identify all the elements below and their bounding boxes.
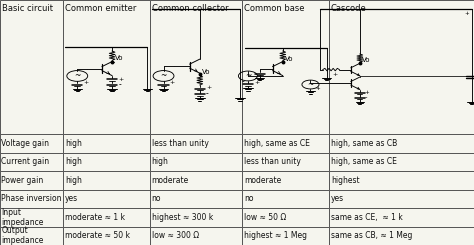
Text: ~: ~ — [245, 72, 251, 80]
Bar — [63, 153, 150, 171]
Bar — [329, 171, 474, 190]
Text: no: no — [244, 194, 254, 203]
Text: highest ≈ 1 Meg: highest ≈ 1 Meg — [244, 231, 307, 240]
Text: +: + — [170, 80, 175, 85]
Bar — [329, 134, 474, 153]
Text: Common base: Common base — [244, 4, 305, 13]
Text: highest ≈ 300 k: highest ≈ 300 k — [152, 213, 213, 222]
Text: +: + — [118, 77, 124, 82]
Text: Basic circuit: Basic circuit — [2, 4, 53, 13]
Text: Output
impedance: Output impedance — [1, 226, 44, 245]
Bar — [329, 227, 474, 245]
Text: high: high — [65, 158, 82, 166]
Text: Phase inversion: Phase inversion — [1, 194, 62, 203]
Bar — [63, 190, 150, 208]
Text: high, same as CE: high, same as CE — [244, 139, 310, 148]
Text: low ≈ 300 Ω: low ≈ 300 Ω — [152, 231, 199, 240]
Bar — [242, 208, 329, 227]
Text: +: + — [83, 80, 89, 85]
Text: high: high — [65, 139, 82, 148]
Bar — [0, 227, 63, 245]
Bar — [0, 153, 63, 171]
Text: high: high — [65, 176, 82, 185]
Bar — [0, 0, 63, 134]
Bar — [0, 190, 63, 208]
Bar — [150, 171, 242, 190]
Text: +: + — [206, 85, 211, 90]
Text: moderate: moderate — [152, 176, 189, 185]
Text: Vo: Vo — [202, 70, 211, 75]
Text: +: + — [315, 86, 320, 91]
Text: less than unity: less than unity — [152, 139, 209, 148]
Text: ~: ~ — [307, 80, 314, 89]
Text: same as CB, ≈ 1 Meg: same as CB, ≈ 1 Meg — [331, 231, 412, 240]
Bar — [63, 171, 150, 190]
Text: moderate: moderate — [244, 176, 282, 185]
Text: less than unity: less than unity — [244, 158, 301, 166]
Bar — [0, 208, 63, 227]
Text: high: high — [152, 158, 169, 166]
Text: -: - — [206, 89, 209, 98]
Bar — [63, 208, 150, 227]
Text: Voltage gain: Voltage gain — [1, 139, 49, 148]
Text: highest: highest — [331, 176, 359, 185]
Bar — [242, 134, 329, 153]
Text: no: no — [152, 194, 161, 203]
Text: high, same as CB: high, same as CB — [331, 139, 397, 148]
Text: same as CE,  ≈ 1 k: same as CE, ≈ 1 k — [331, 213, 402, 222]
Text: Cascode: Cascode — [331, 4, 366, 13]
Text: Input
impedance: Input impedance — [1, 208, 44, 227]
Bar — [150, 134, 242, 153]
Bar — [329, 153, 474, 171]
Bar — [0, 134, 63, 153]
Text: Common collector: Common collector — [152, 4, 228, 13]
Text: +: + — [333, 72, 338, 77]
Text: Vo: Vo — [285, 56, 294, 61]
Text: high, same as CE: high, same as CE — [331, 158, 397, 166]
Text: moderate ≈ 50 k: moderate ≈ 50 k — [65, 231, 130, 240]
Bar — [0, 171, 63, 190]
Text: low ≈ 50 Ω: low ≈ 50 Ω — [244, 213, 286, 222]
Bar — [150, 190, 242, 208]
Text: yes: yes — [331, 194, 344, 203]
Bar — [242, 190, 329, 208]
Bar — [329, 208, 474, 227]
Text: Vo: Vo — [362, 57, 371, 63]
Bar — [150, 0, 242, 134]
Bar — [150, 208, 242, 227]
Text: -: - — [242, 78, 245, 86]
Text: Power gain: Power gain — [1, 176, 44, 185]
Bar — [63, 227, 150, 245]
Bar — [63, 134, 150, 153]
Bar — [242, 0, 329, 134]
Text: +: + — [254, 80, 259, 85]
Bar — [329, 190, 474, 208]
Bar — [242, 153, 329, 171]
Text: yes: yes — [65, 194, 78, 203]
Bar — [150, 153, 242, 171]
Bar — [242, 171, 329, 190]
Text: +: + — [465, 11, 469, 16]
Text: ~: ~ — [74, 72, 81, 80]
Text: -: - — [118, 80, 121, 89]
Text: Vo: Vo — [115, 55, 123, 61]
Text: +: + — [365, 89, 369, 95]
Bar — [63, 0, 150, 134]
Bar — [242, 227, 329, 245]
Text: moderate ≈ 1 k: moderate ≈ 1 k — [65, 213, 125, 222]
Bar — [150, 227, 242, 245]
Text: Common emitter: Common emitter — [65, 4, 137, 13]
Text: -: - — [365, 94, 367, 100]
Text: Current gain: Current gain — [1, 158, 50, 166]
Bar — [329, 0, 474, 134]
Text: ~: ~ — [160, 72, 167, 80]
